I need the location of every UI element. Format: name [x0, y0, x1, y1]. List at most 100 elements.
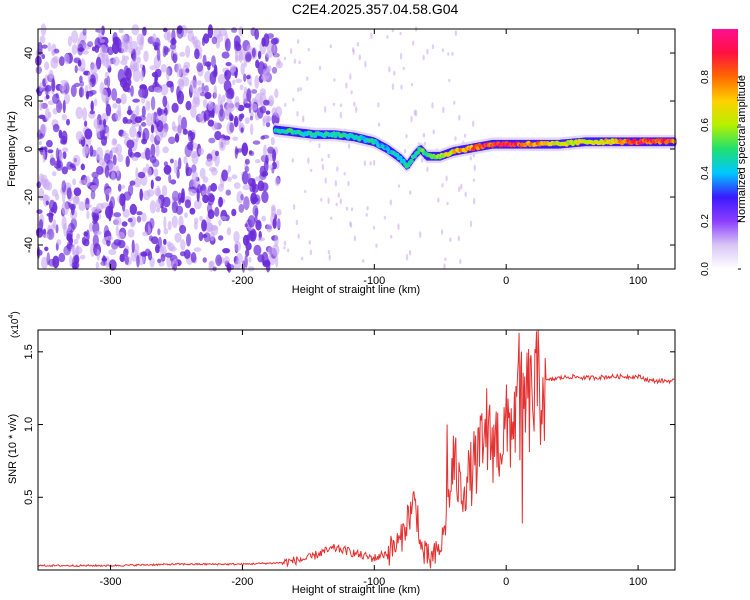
- spectrogram-noise-blob: [49, 157, 56, 166]
- spectrogram-noise-blob: [129, 203, 137, 215]
- spectrogram-speckle: [337, 192, 340, 198]
- spectrogram-noise-blob: [215, 40, 221, 49]
- spectrogram-speckle: [292, 204, 296, 210]
- spectrogram-noise-blob: [156, 107, 162, 117]
- spectrogram-noise-blob: [70, 84, 77, 98]
- spectrogram-noise-blob: [242, 184, 251, 191]
- x-tick-label: 0: [503, 576, 509, 588]
- spectrogram-noise-blob: [164, 252, 173, 258]
- spectrogram-noise-blob: [162, 196, 171, 208]
- spectrogram-noise-blob: [60, 80, 69, 85]
- spectrogram-noise-blob: [156, 120, 164, 133]
- spectrogram-noise-blob: [201, 36, 206, 47]
- spectrogram-noise-blob: [227, 165, 232, 173]
- spectrogram-noise-blob: [149, 217, 155, 229]
- spectrogram-noise-blob: [145, 100, 151, 111]
- spectrogram-noise-blob: [252, 204, 259, 217]
- spectrogram-noise-blob: [240, 62, 245, 76]
- spectrogram-noise-blob: [130, 85, 134, 97]
- spectrogram-noise-blob: [244, 117, 250, 124]
- spectrogram-noise-blob: [66, 187, 72, 200]
- spectrogram-noise-blob: [131, 156, 139, 161]
- spectrogram-noise-blob: [196, 80, 202, 86]
- spectrogram-noise-blob: [231, 208, 237, 217]
- spectrogram-noise-blob: [124, 255, 129, 265]
- spectrogram-noise-blob: [41, 44, 48, 49]
- spectrogram-noise-blob: [220, 215, 228, 221]
- spectrogram-noise-blob: [210, 182, 218, 192]
- spectrogram-noise-blob: [117, 183, 122, 192]
- spectrogram-noise-blob: [185, 162, 189, 177]
- spectrogram-noise-blob: [36, 209, 43, 215]
- snr-exponent-label: (x104): [8, 311, 21, 338]
- spectrogram-noise-blob: [170, 81, 175, 93]
- x-tick-label: -100: [363, 576, 385, 588]
- spectrogram-noise-blob: [76, 233, 81, 240]
- x-tick-label: 100: [629, 275, 647, 287]
- spectrogram-noise-blob: [226, 227, 232, 236]
- spectrogram-noise-blob: [129, 180, 136, 186]
- spectrogram-noise-blob: [257, 237, 266, 242]
- spectrogram-noise-blob: [152, 42, 160, 48]
- spectrogram-noise-blob: [185, 68, 190, 73]
- spectrogram-noise-blob: [141, 212, 147, 222]
- spectrogram-noise-blob: [170, 38, 177, 46]
- spectrogram-noise-blob: [140, 122, 147, 127]
- spectrogram-noise-blob: [242, 171, 249, 185]
- spectrogram-speckle: [441, 48, 445, 53]
- spectrogram-speckle: [410, 115, 413, 123]
- spectrogram-noise-blob: [196, 87, 203, 94]
- colorbar-tick-label: 0.6: [700, 118, 711, 132]
- spectrogram-speckle: [299, 87, 302, 91]
- spectrogram-noise-blob: [150, 124, 155, 134]
- spectrogram-noise-blob: [261, 190, 269, 203]
- spectrogram-speckle: [339, 198, 342, 205]
- spectrogram-noise-blob: [125, 155, 130, 168]
- spectrogram-noise-blob: [78, 47, 84, 52]
- spectrogram-noise-blob: [115, 98, 122, 104]
- spectrogram-noise-blob: [64, 53, 70, 65]
- spectrogram-noise-blob: [153, 168, 159, 178]
- spectrogram-noise-blob: [137, 171, 146, 179]
- spectrogram-noise-blob: [212, 104, 221, 114]
- spectrogram-noise-blob: [88, 222, 93, 232]
- spectrogram-noise-blob: [245, 234, 250, 244]
- spectrogram-noise-blob: [150, 179, 154, 190]
- spectrogram-noise-blob: [163, 238, 167, 245]
- spectrogram-noise-blob: [69, 203, 76, 211]
- spectrogram-noise-blob: [139, 188, 143, 201]
- spectrogram-noise-blob: [148, 85, 156, 93]
- spectrogram-noise-blob: [257, 50, 262, 60]
- spectrogram-speckle: [334, 180, 338, 187]
- spectrogram-noise-blob: [112, 154, 117, 166]
- spectrogram-noise-blob: [93, 118, 100, 129]
- spectrogram-noise-blob: [109, 150, 113, 160]
- spectrogram-noise-blob: [155, 198, 162, 210]
- colorbar-ticks: 0.0 0.2 0.4 0.6 0.8: [700, 70, 741, 276]
- spectrogram-speckle: [377, 102, 380, 108]
- spectrogram-noise-blob: [69, 255, 73, 267]
- spectrogram-noise-blob: [139, 63, 143, 69]
- x-tick-label: 0: [503, 275, 509, 287]
- spectrogram-noise-blob: [246, 75, 251, 80]
- spectrogram-noise-blob: [44, 85, 52, 92]
- spectrogram-noise-blob: [61, 180, 67, 193]
- spectrogram-noise-blob: [89, 110, 96, 115]
- spectrogram-speckle: [409, 190, 412, 195]
- spectrogram-speckle: [328, 254, 331, 261]
- spectrogram-speckle: [284, 102, 287, 107]
- spectrogram-noise-blob: [176, 90, 184, 105]
- spectrogram-noise-blob: [275, 218, 281, 230]
- spectrogram-speckle: [300, 256, 304, 261]
- spectrogram-noise-blob: [241, 260, 246, 273]
- spectrogram-speckle: [308, 240, 311, 245]
- spectrogram-noise-blob: [91, 46, 96, 52]
- spectrogram-speckle: [287, 248, 290, 253]
- spectrogram-noise-blob: [82, 107, 88, 121]
- spectrogram-noise-blob: [92, 215, 99, 222]
- spectrogram-noise-blob: [221, 51, 230, 59]
- spectrogram-noise-blob: [121, 221, 128, 227]
- spectrogram-noise-blob: [248, 257, 252, 263]
- spectrogram-speckle: [296, 110, 299, 117]
